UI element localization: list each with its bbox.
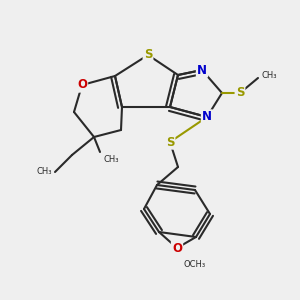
- Text: S: S: [144, 49, 152, 62]
- Text: O: O: [172, 242, 182, 254]
- Text: S: S: [166, 136, 174, 148]
- Text: N: N: [197, 64, 207, 76]
- Text: CH₃: CH₃: [103, 155, 118, 164]
- Text: O: O: [77, 79, 87, 92]
- Text: OCH₃: OCH₃: [183, 260, 205, 269]
- Text: N: N: [202, 110, 212, 124]
- Text: CH₃: CH₃: [37, 167, 52, 176]
- Text: S: S: [236, 86, 244, 100]
- Text: CH₃: CH₃: [262, 71, 278, 80]
